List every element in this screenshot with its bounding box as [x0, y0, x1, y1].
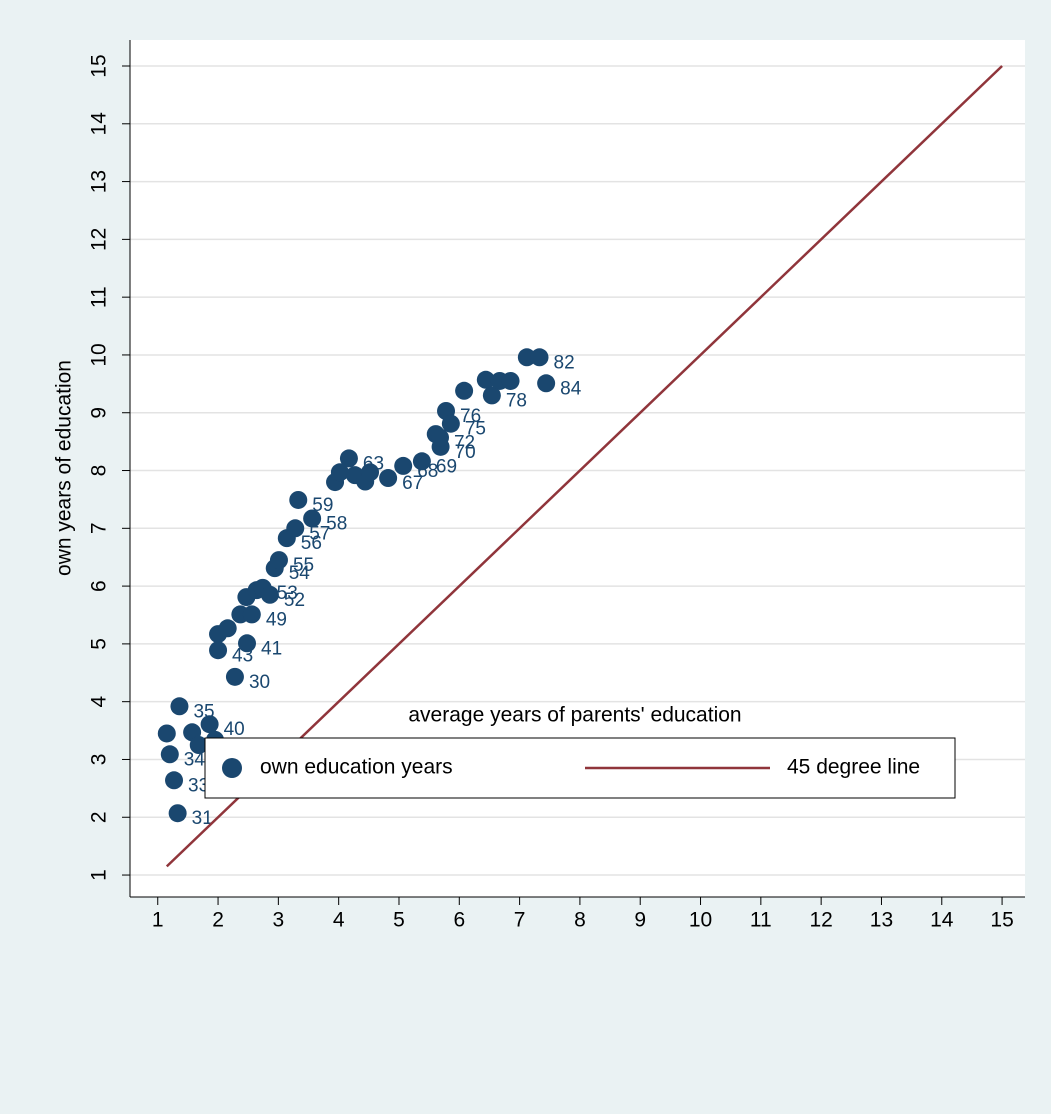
x-tick-label: 1	[152, 909, 164, 932]
point-label: 72	[454, 433, 475, 454]
point-label: 55	[293, 555, 314, 576]
point	[157, 724, 176, 743]
point-label: 49	[266, 609, 287, 630]
x-tick-label: 12	[809, 909, 832, 932]
x-tick-label: 7	[514, 909, 526, 932]
x-tick-label: 14	[930, 909, 954, 932]
point-label: 53	[277, 583, 298, 604]
point-label: 57	[309, 523, 330, 544]
point-label: 34	[184, 749, 206, 770]
point	[394, 456, 413, 475]
point-label: 41	[261, 638, 282, 659]
y-tick-label: 2	[88, 811, 111, 823]
x-tick-label: 3	[273, 909, 285, 932]
point-label: 76	[460, 406, 481, 427]
y-axis-title: own years of education	[53, 360, 76, 576]
point-label: 82	[554, 352, 575, 373]
point	[200, 715, 219, 734]
point-label: 69	[436, 456, 457, 477]
point-label: 67	[402, 473, 423, 494]
point	[361, 463, 380, 482]
point-label: 70	[455, 442, 476, 463]
point	[238, 634, 257, 653]
x-tick-label: 2	[212, 909, 224, 932]
y-tick-label: 12	[88, 228, 111, 251]
point	[501, 371, 520, 390]
y-tick-label: 7	[88, 522, 111, 534]
y-tick-label: 10	[88, 343, 111, 366]
x-tick-label: 6	[453, 909, 465, 932]
point	[225, 667, 244, 686]
point-label: 52	[284, 590, 305, 611]
point	[160, 745, 179, 764]
point	[168, 804, 187, 823]
point	[379, 469, 398, 488]
point-label: 33	[188, 775, 209, 796]
point	[165, 771, 184, 790]
point	[455, 381, 474, 400]
point-label: 30	[249, 672, 270, 693]
point	[482, 386, 501, 405]
point	[218, 619, 237, 638]
point-label: 54	[289, 563, 311, 584]
x-tick-label: 5	[393, 909, 405, 932]
x-tick-label: 15	[990, 909, 1013, 932]
legend-label: own education years	[260, 756, 453, 779]
point-label: 56	[301, 533, 322, 554]
x-axis-title: average years of parents' education	[408, 704, 741, 727]
x-tick-label: 13	[870, 909, 893, 932]
y-tick-label: 3	[88, 754, 111, 766]
point	[476, 370, 495, 389]
point	[189, 736, 208, 755]
y-tick-label: 4	[88, 696, 111, 708]
y-tick-label: 5	[88, 638, 111, 650]
point-label: 58	[326, 514, 347, 535]
y-tick-label: 14	[88, 112, 111, 136]
y-tick-label: 6	[88, 580, 111, 592]
y-tick-label: 1	[88, 869, 111, 881]
point-label: 59	[312, 495, 333, 516]
point-label: 75	[465, 419, 486, 440]
point	[209, 641, 228, 660]
x-tick-label: 9	[634, 909, 646, 932]
y-tick-label: 15	[88, 54, 111, 77]
y-tick-label: 9	[88, 407, 111, 419]
point	[242, 605, 261, 624]
point-label: 31	[192, 808, 213, 829]
point	[303, 509, 322, 528]
legend-marker	[222, 758, 242, 778]
point-label: 78	[506, 390, 527, 411]
point	[530, 348, 549, 367]
y-tick-label: 8	[88, 465, 111, 477]
x-tick-label: 4	[333, 909, 345, 932]
y-tick-label: 11	[88, 286, 111, 308]
point	[286, 519, 305, 538]
point	[269, 551, 288, 570]
point-label: 40	[224, 719, 245, 740]
point	[537, 374, 556, 393]
point	[412, 452, 431, 471]
point	[260, 585, 279, 604]
x-tick-label: 11	[750, 909, 772, 932]
point	[441, 414, 460, 433]
point	[289, 490, 308, 509]
point-label: 84	[560, 378, 582, 399]
legend	[204, 737, 956, 799]
point	[339, 449, 358, 468]
point	[330, 463, 349, 482]
point	[430, 428, 449, 447]
point	[170, 697, 189, 716]
point	[517, 348, 536, 367]
y-tick-label: 13	[88, 170, 111, 193]
legend-label: 45 degree line	[787, 756, 920, 779]
line	[165, 65, 1003, 868]
x-tick-label: 8	[574, 909, 586, 932]
x-tick-label: 10	[689, 909, 712, 932]
